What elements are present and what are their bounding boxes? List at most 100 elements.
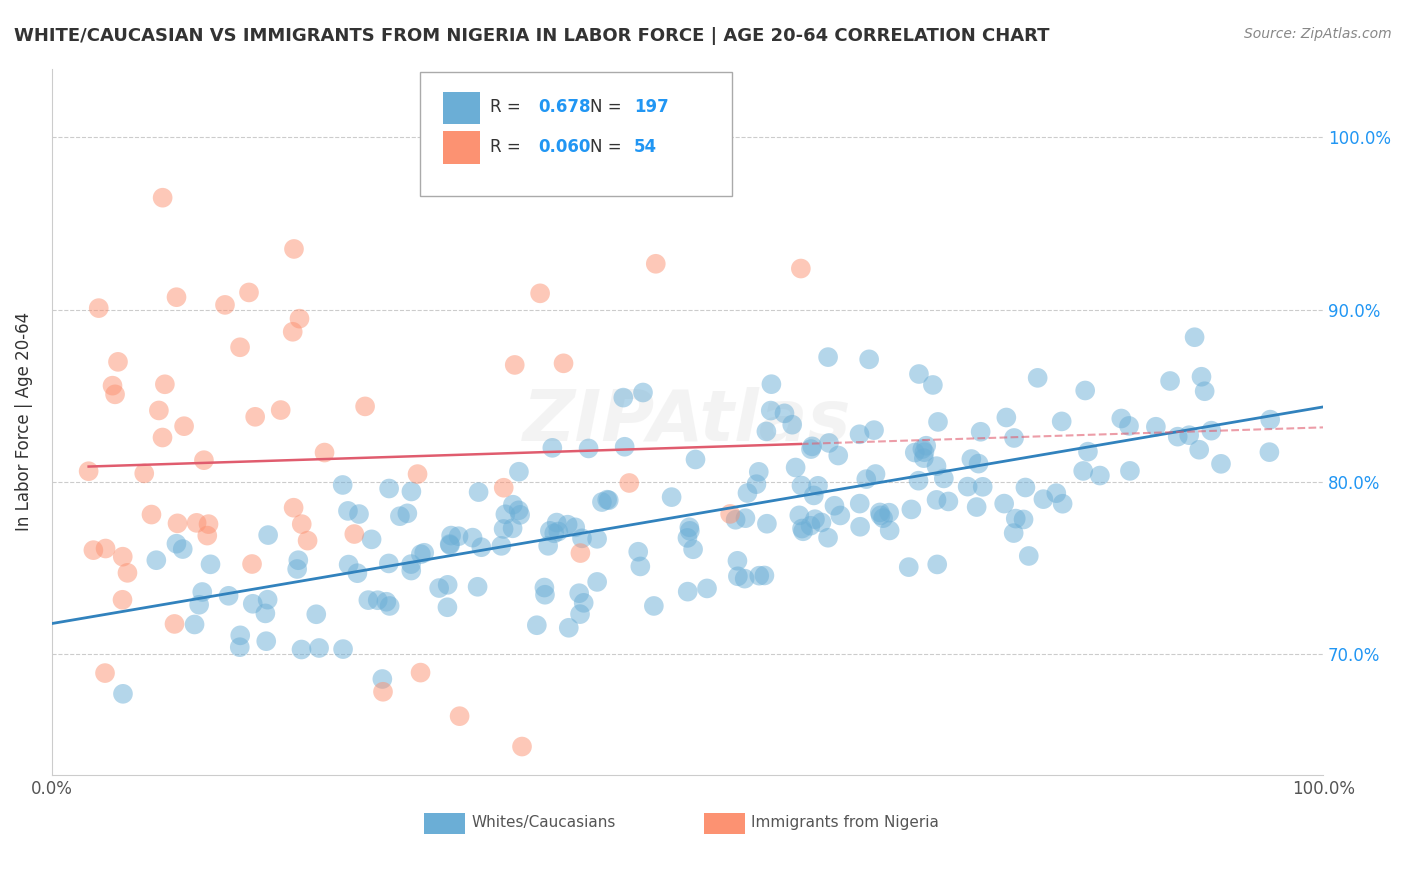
Point xyxy=(449,709,471,723)
Point xyxy=(346,566,368,581)
Point xyxy=(799,518,821,533)
Point xyxy=(807,479,830,493)
Point xyxy=(502,521,524,535)
Point xyxy=(254,634,277,648)
Point xyxy=(612,391,634,405)
Point xyxy=(872,511,894,525)
Point xyxy=(824,499,846,513)
Point xyxy=(406,467,429,482)
Point xyxy=(908,367,931,381)
Point xyxy=(1209,457,1232,471)
Point xyxy=(761,377,783,392)
Point xyxy=(436,578,458,592)
Point xyxy=(927,415,949,429)
Point xyxy=(627,545,650,559)
Point xyxy=(354,400,377,414)
Point xyxy=(724,513,747,527)
Point xyxy=(869,508,891,523)
Point xyxy=(578,442,600,456)
Point xyxy=(682,542,704,557)
Point xyxy=(508,503,530,517)
Point xyxy=(94,541,117,556)
Point xyxy=(491,539,513,553)
Point xyxy=(242,597,264,611)
Point xyxy=(938,494,960,508)
Point xyxy=(134,467,156,481)
Point xyxy=(308,640,330,655)
Point xyxy=(1178,428,1201,442)
Point xyxy=(1188,442,1211,457)
Point xyxy=(911,442,934,456)
Point xyxy=(240,557,263,571)
Point xyxy=(1167,430,1189,444)
Point xyxy=(734,511,756,525)
Point xyxy=(912,451,935,466)
Point xyxy=(508,465,530,479)
Point xyxy=(613,440,636,454)
Point xyxy=(591,495,613,509)
Point xyxy=(858,352,880,367)
Point xyxy=(969,425,991,439)
Point xyxy=(679,524,702,538)
Text: R =: R = xyxy=(491,98,526,116)
Point xyxy=(827,449,849,463)
Text: R =: R = xyxy=(491,138,526,156)
Point xyxy=(427,581,450,595)
Point xyxy=(966,500,988,514)
Point xyxy=(256,592,278,607)
Point xyxy=(596,492,619,507)
Point xyxy=(200,558,222,572)
Point xyxy=(869,505,891,519)
Point xyxy=(619,475,641,490)
Point xyxy=(1194,384,1216,399)
Point xyxy=(152,191,174,205)
Point xyxy=(218,589,240,603)
Point xyxy=(533,581,555,595)
Point xyxy=(440,528,463,542)
Point xyxy=(676,584,699,599)
Point xyxy=(755,425,778,439)
Point xyxy=(879,524,901,538)
Point xyxy=(401,484,423,499)
Point xyxy=(238,285,260,300)
Point xyxy=(967,457,990,471)
Point xyxy=(564,520,586,534)
Point xyxy=(792,524,814,539)
Point xyxy=(314,445,336,459)
Point xyxy=(817,531,839,545)
Point xyxy=(830,508,852,523)
Point xyxy=(685,452,707,467)
Point xyxy=(863,423,886,437)
Point xyxy=(1002,431,1025,445)
Point xyxy=(509,508,531,522)
Text: 0.060: 0.060 xyxy=(538,138,591,156)
Point xyxy=(332,478,354,492)
Point xyxy=(195,528,218,542)
Point xyxy=(678,520,700,534)
Point xyxy=(737,486,759,500)
Point xyxy=(378,599,401,613)
Point xyxy=(993,497,1015,511)
Point xyxy=(780,417,803,432)
Text: N =: N = xyxy=(589,138,627,156)
Point xyxy=(849,520,872,534)
Point xyxy=(166,516,188,531)
Text: 54: 54 xyxy=(634,138,657,156)
Point xyxy=(1184,330,1206,344)
Point xyxy=(347,507,370,521)
Point xyxy=(817,350,839,364)
Point xyxy=(193,453,215,467)
Text: Immigrants from Nigeria: Immigrants from Nigeria xyxy=(751,815,939,830)
Point xyxy=(912,445,935,459)
Point xyxy=(111,687,134,701)
Point xyxy=(287,553,309,567)
Point xyxy=(503,358,526,372)
Point xyxy=(197,517,219,532)
Point xyxy=(461,531,484,545)
Point xyxy=(332,642,354,657)
Text: 197: 197 xyxy=(634,98,669,116)
Point xyxy=(254,607,277,621)
Point xyxy=(956,480,979,494)
Point xyxy=(378,557,401,571)
Point xyxy=(1201,424,1223,438)
